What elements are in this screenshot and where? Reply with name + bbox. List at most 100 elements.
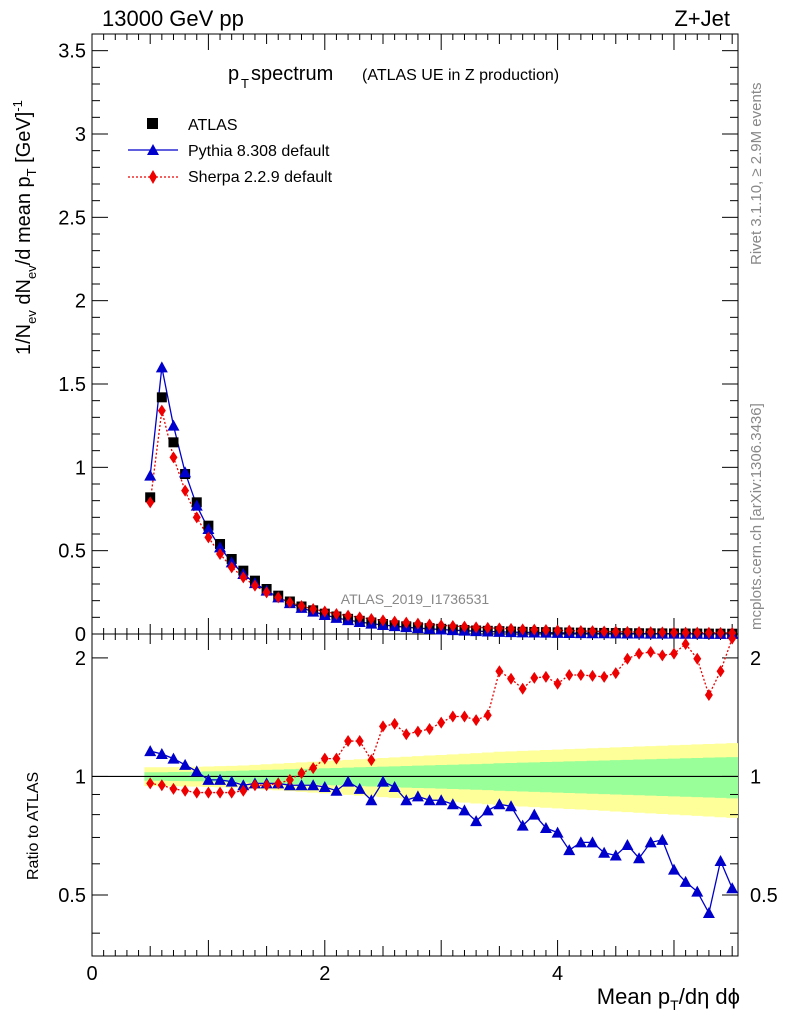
sherpa-ratio-point [390, 717, 399, 730]
pythia-ratio-point [505, 800, 518, 812]
pythia-ratio-point [388, 781, 401, 793]
pythia-ratio-point [644, 836, 657, 848]
pythia-point [214, 541, 227, 553]
pythia-ratio-point [295, 779, 308, 791]
ratio-tick-label-left: 2 [75, 648, 86, 670]
sherpa-ratio-point [728, 632, 737, 645]
plot-title: p T spectrum (ATLAS UE in Z production) [228, 63, 559, 91]
pythia-ratio-point [621, 838, 634, 850]
pythia-ratio-point [563, 844, 576, 856]
pythia-point [144, 469, 157, 481]
sherpa-point [146, 496, 155, 509]
legend-marker-sherpa [149, 170, 157, 184]
sherpa-point [204, 531, 213, 544]
sherpa-point [448, 620, 457, 632]
sherpa-ratio-point [437, 716, 446, 729]
ratio-tick-label-left: 1 [75, 766, 86, 788]
sherpa-point [704, 626, 713, 639]
sherpa-ratio-point [402, 728, 411, 741]
sherpa-ratio-point [297, 767, 306, 780]
legend-marker-atlas [147, 118, 158, 129]
sherpa-ratio-point [320, 752, 329, 765]
sherpa-point [425, 618, 434, 631]
pythia-ratio-point [214, 773, 227, 785]
mcplots-label: mcplots.cern.ch [arXiv:1306.3436] [748, 403, 765, 630]
ylabel-a: 1/N [13, 324, 35, 355]
sherpa-ratio-point [669, 647, 678, 660]
sherpa-ratio-point [285, 773, 294, 786]
sherpa-point [507, 622, 516, 635]
ratio-y-axis-label: Ratio to ATLAS [25, 772, 42, 880]
sherpa-point [250, 579, 259, 592]
sherpa-ratio-point [146, 777, 155, 790]
sherpa-point [309, 603, 318, 615]
x-tick-label: 2 [319, 963, 330, 985]
sherpa-point [378, 614, 387, 627]
sherpa-ratio-point [704, 689, 713, 702]
x-tick-label: 4 [552, 963, 563, 985]
ylabel-d-sup: -1 [10, 100, 25, 112]
sherpa-ratio-point [588, 669, 597, 682]
pythia-ratio-point [679, 875, 692, 887]
pythia-ratio-point [726, 882, 739, 894]
pythia-ratio-point [167, 752, 180, 764]
title-sub: T [241, 76, 249, 91]
legend-label-sherpa: Sherpa 2.2.9 default [188, 169, 333, 186]
pythia-ratio-point [574, 836, 587, 848]
title-rest: spectrum [251, 63, 333, 85]
sherpa-point [716, 626, 725, 639]
pythia-ratio-point [551, 826, 564, 838]
sherpa-ratio-point [541, 670, 550, 683]
sherpa-ratio-point [413, 725, 422, 738]
sherpa-ratio-point [227, 786, 236, 799]
xlabel-a-sub: T [670, 997, 679, 1013]
sherpa-point [344, 609, 353, 622]
pythia-ratio-point [598, 846, 611, 858]
sherpa-ratio-point [216, 786, 225, 799]
sherpa-point [611, 625, 620, 638]
sherpa-ratio-point [460, 710, 469, 723]
sherpa-ratio-point [181, 784, 190, 797]
sherpa-point [646, 626, 655, 639]
rivet-version-label: Rivet 3.1.10, ≥ 2.9M events [748, 83, 765, 266]
sherpa-point [413, 617, 422, 630]
ylabel-c: /d mean p [13, 176, 35, 265]
sherpa-ratio-point [716, 665, 725, 678]
sherpa-point [367, 613, 376, 625]
sherpa-ratio-point [157, 779, 166, 792]
pythia-ratio-point [400, 794, 413, 806]
pythia-ratio-point [691, 885, 704, 897]
top-y-axis-label: 1/Nev dNev/d mean pT [GeV]-1 [10, 100, 39, 355]
sherpa-point [320, 605, 329, 618]
sherpa-point [669, 626, 678, 639]
y-tick-label: 3 [75, 124, 86, 146]
pythia-ratio-point [202, 773, 215, 785]
pythia-ratio-point [470, 815, 483, 827]
sherpa-point [157, 404, 166, 417]
sherpa-point [437, 619, 446, 632]
sherpa-point [285, 596, 294, 609]
sherpa-ratio-point [635, 647, 644, 660]
sherpa-point [460, 620, 469, 633]
sherpa-point [495, 622, 504, 635]
sherpa-ratio-point [611, 667, 620, 680]
sherpa-ratio-point [472, 714, 481, 727]
sherpa-point [576, 625, 585, 637]
x-axis-label: Mean pT/dη dϕ [597, 984, 740, 1013]
pythia-ratio-point [656, 833, 669, 845]
pythia-ratio-point [586, 836, 599, 848]
sherpa-ratio-point [518, 682, 527, 695]
sherpa-ratio-point [332, 752, 341, 765]
sherpa-point [658, 626, 667, 639]
sherpa-ratio-point [658, 649, 667, 662]
pythia-ratio-point [702, 907, 715, 919]
pythia-ratio-point [539, 821, 552, 833]
pythia-ratio-point [435, 794, 448, 806]
pythia-ratio-point [155, 748, 168, 760]
ratio-band-green [144, 757, 739, 799]
sherpa-point [635, 626, 644, 638]
pythia-ratio-point [423, 794, 436, 806]
ylabel-c-sub: T [24, 168, 39, 176]
legend-label-atlas: ATLAS [188, 117, 238, 134]
sherpa-point [192, 511, 201, 524]
